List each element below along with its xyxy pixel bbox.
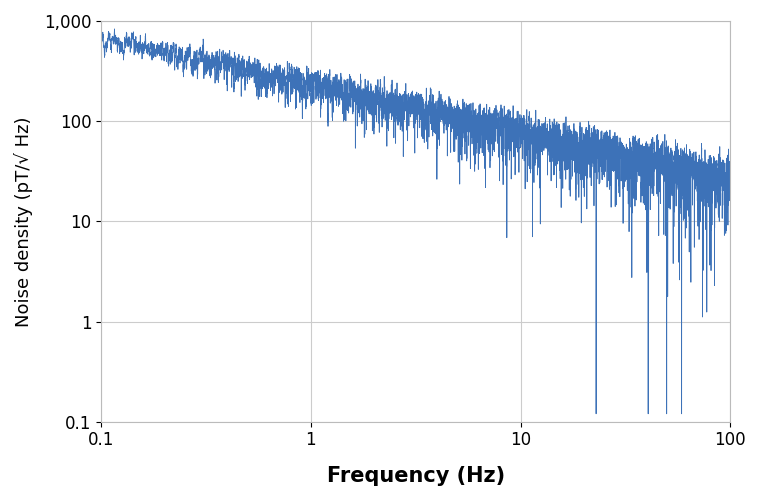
X-axis label: Frequency (Hz): Frequency (Hz) xyxy=(327,466,505,486)
Y-axis label: Noise density (pT/√ Hz): Noise density (pT/√ Hz) xyxy=(14,116,33,326)
